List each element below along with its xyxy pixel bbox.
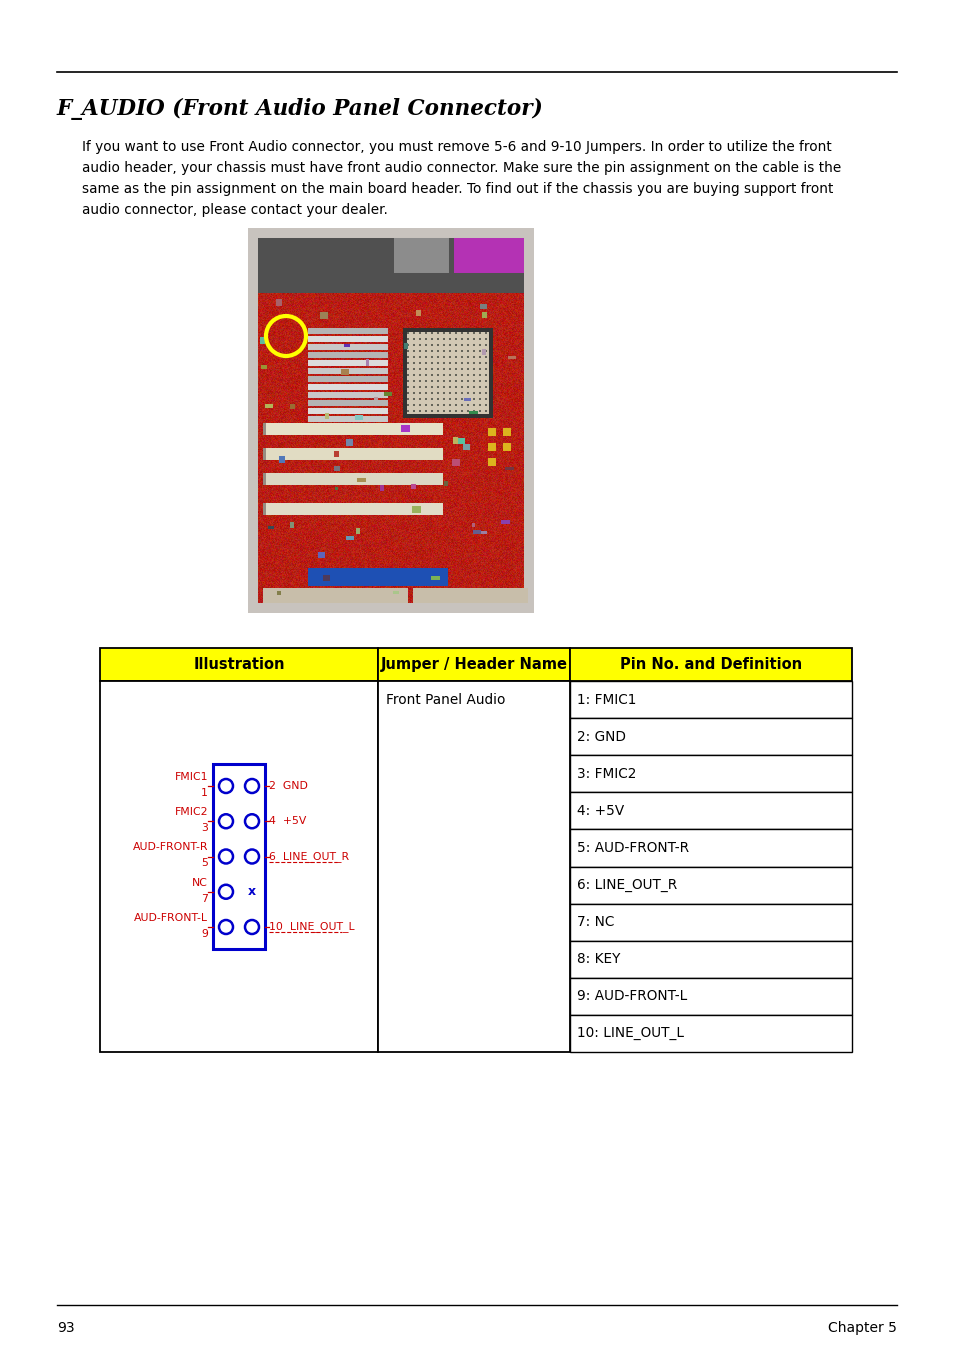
Text: FMIC1: FMIC1 bbox=[174, 771, 208, 782]
Text: 3: 3 bbox=[201, 823, 208, 834]
Text: audio header, your chassis must have front audio connector. Make sure the pin as: audio header, your chassis must have fro… bbox=[82, 161, 841, 176]
Bar bbox=[569, 866, 851, 904]
Text: 1: FMIC1: 1: FMIC1 bbox=[577, 693, 636, 707]
Text: same as the pin assignment on the main board header. To find out if the chassis : same as the pin assignment on the main b… bbox=[82, 182, 833, 196]
Bar bbox=[569, 792, 851, 830]
Text: Illustration: Illustration bbox=[193, 657, 284, 671]
Text: 7: 7 bbox=[201, 894, 208, 904]
Text: F_AUDIO (Front Audio Panel Connector): F_AUDIO (Front Audio Panel Connector) bbox=[57, 99, 543, 120]
Text: Chapter 5: Chapter 5 bbox=[827, 1321, 896, 1335]
Text: 4  +5V: 4 +5V bbox=[269, 816, 306, 827]
Text: AUD-FRONT-L: AUD-FRONT-L bbox=[133, 913, 208, 923]
Bar bbox=[569, 940, 851, 978]
Text: NC: NC bbox=[192, 878, 208, 888]
Text: 9: AUD-FRONT-L: 9: AUD-FRONT-L bbox=[577, 989, 686, 1004]
Text: Front Panel Audio: Front Panel Audio bbox=[386, 693, 505, 707]
Bar bbox=[569, 830, 851, 866]
Bar bbox=[569, 904, 851, 940]
Text: 6: LINE_OUT_R: 6: LINE_OUT_R bbox=[577, 878, 677, 892]
Text: 5: 5 bbox=[201, 858, 208, 869]
Text: 10: LINE_OUT_L: 10: LINE_OUT_L bbox=[577, 1027, 683, 1040]
Bar bbox=[569, 755, 851, 792]
Bar bbox=[569, 719, 851, 755]
Text: audio connector, please contact your dealer.: audio connector, please contact your dea… bbox=[82, 203, 388, 218]
Text: If you want to use Front Audio connector, you must remove 5-6 and 9-10 Jumpers. : If you want to use Front Audio connector… bbox=[82, 141, 831, 154]
Text: 9: 9 bbox=[201, 929, 208, 939]
Text: 2  GND: 2 GND bbox=[269, 781, 308, 790]
Text: 3: FMIC2: 3: FMIC2 bbox=[577, 767, 636, 781]
Text: Pin No. and Definition: Pin No. and Definition bbox=[619, 657, 801, 671]
Text: 6  LINE_OUT_R: 6 LINE_OUT_R bbox=[269, 851, 349, 862]
Text: AUD-FRONT-R: AUD-FRONT-R bbox=[132, 843, 208, 852]
Bar bbox=[100, 681, 377, 1052]
Text: 8: KEY: 8: KEY bbox=[577, 952, 619, 966]
Bar bbox=[100, 648, 377, 681]
Text: 93: 93 bbox=[57, 1321, 74, 1335]
Text: 10  LINE_OUT_L: 10 LINE_OUT_L bbox=[269, 921, 355, 932]
Text: 5: AUD-FRONT-R: 5: AUD-FRONT-R bbox=[577, 840, 688, 855]
Bar bbox=[377, 648, 569, 681]
Text: 4: +5V: 4: +5V bbox=[577, 804, 623, 817]
Bar bbox=[569, 648, 851, 681]
Text: 1: 1 bbox=[201, 788, 208, 798]
Text: 2: GND: 2: GND bbox=[577, 730, 625, 743]
Bar bbox=[569, 978, 851, 1015]
Text: x: x bbox=[248, 885, 255, 898]
Bar bbox=[569, 1015, 851, 1052]
Text: 7: NC: 7: NC bbox=[577, 915, 614, 929]
Bar bbox=[377, 681, 569, 1052]
Bar bbox=[569, 681, 851, 719]
Bar bbox=[213, 765, 265, 948]
Text: Jumper / Header Name: Jumper / Header Name bbox=[380, 657, 567, 671]
Text: FMIC2: FMIC2 bbox=[174, 808, 208, 817]
